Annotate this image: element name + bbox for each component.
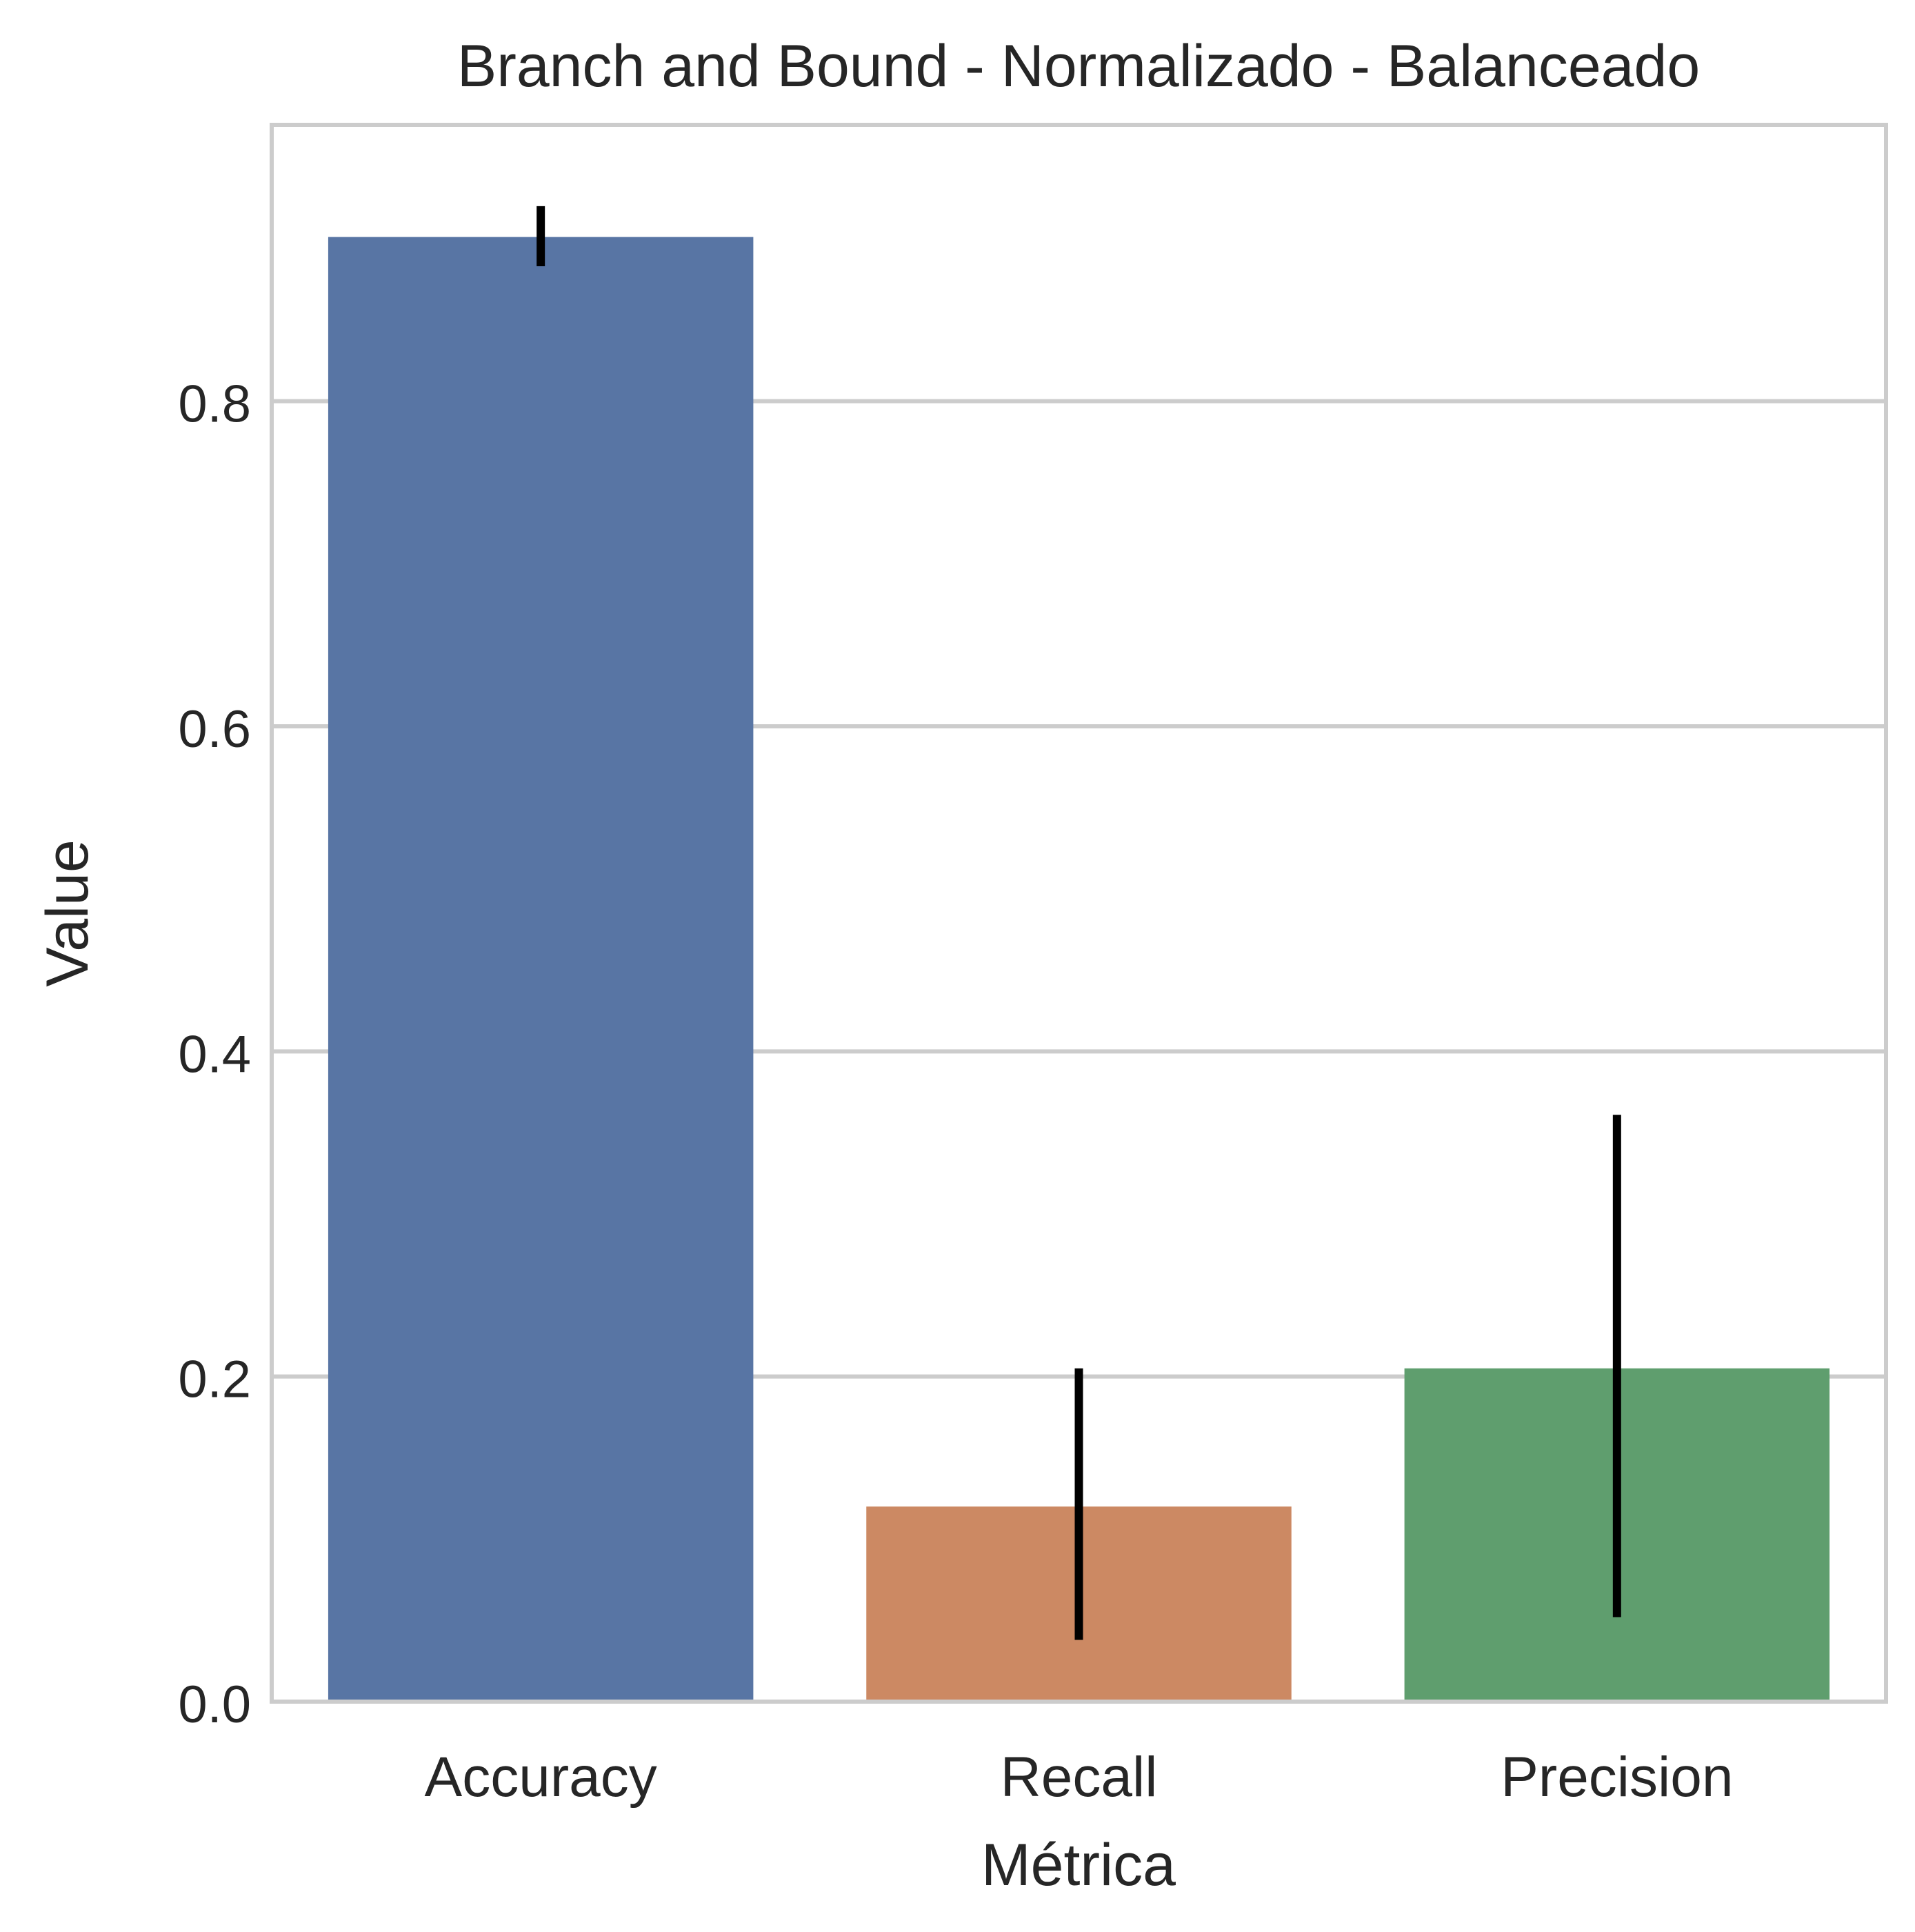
y-axis-label: Value (34, 839, 101, 987)
error-bars (537, 206, 1621, 1640)
x-tick-label: Precision (1501, 1746, 1733, 1809)
y-axis-ticks: 0.0 0.2 0.4 0.6 0.8 (178, 375, 251, 1734)
bar-accuracy (328, 237, 754, 1702)
plot-frame (270, 123, 1888, 1704)
y-tick-label: 0.2 (178, 1351, 251, 1409)
x-tick-label: Recall (1001, 1746, 1158, 1809)
x-tick-label: Accuracy (425, 1746, 657, 1809)
y-tick-label: 0.0 (178, 1675, 251, 1734)
y-tick-label: 0.4 (178, 1025, 251, 1084)
chart-title: Branch and Bound - Normalizado - Balance… (457, 33, 1700, 99)
x-axis-ticks: Accuracy Recall Precision (425, 1746, 1734, 1809)
y-tick-label: 0.8 (178, 375, 251, 434)
y-tick-label: 0.6 (178, 700, 251, 759)
x-axis-label: Métrica (981, 1832, 1176, 1898)
